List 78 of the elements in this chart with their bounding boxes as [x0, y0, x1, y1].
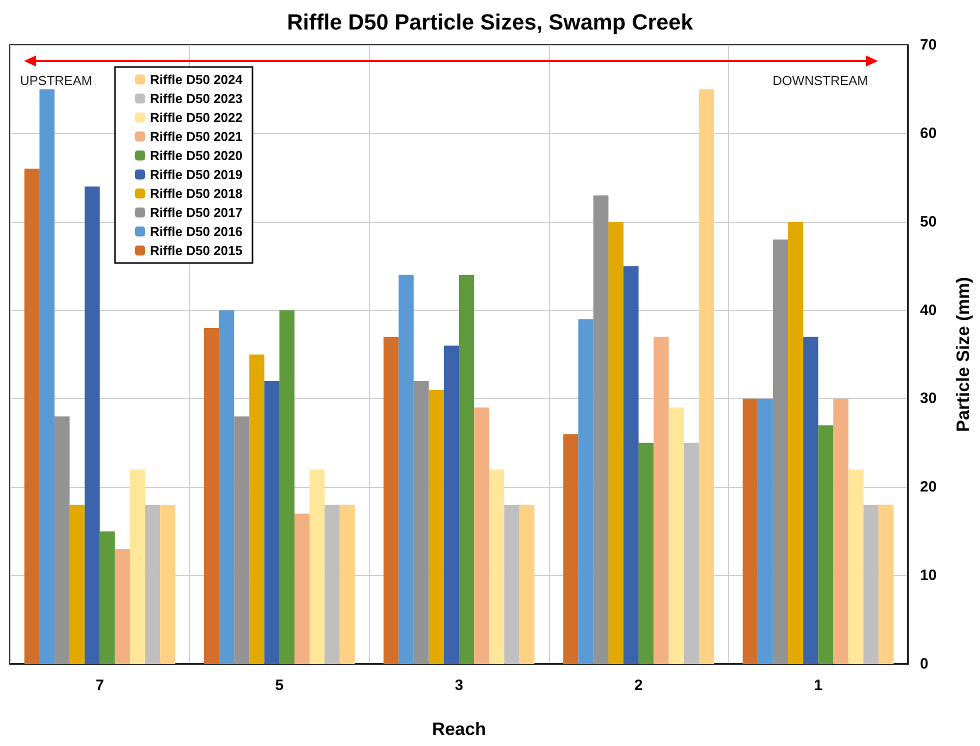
x-axis-title: Reach — [432, 719, 486, 739]
bar — [803, 336, 818, 664]
bar — [384, 336, 399, 664]
annotation: DOWNSTREAM — [772, 73, 868, 88]
legend-label: Riffle D50 2019 — [150, 167, 242, 182]
bar — [578, 319, 594, 664]
legend-label: Riffle D50 2022 — [150, 110, 242, 125]
legend-label: Riffle D50 2021 — [150, 129, 242, 144]
x-tick-label: 5 — [275, 677, 284, 694]
bar — [772, 240, 788, 664]
y-axis-title: Particle Size (mm) — [953, 276, 973, 432]
legend-label: Riffle D50 2016 — [150, 224, 242, 239]
bar — [398, 274, 414, 664]
bar — [340, 504, 355, 664]
bar — [848, 469, 864, 664]
bar — [459, 274, 474, 664]
x-tick-label: 2 — [634, 677, 643, 694]
bar — [758, 398, 773, 664]
bar — [698, 89, 714, 664]
legend-label: Riffle D50 2020 — [150, 148, 242, 163]
bar — [519, 504, 534, 664]
bar — [294, 514, 310, 664]
legend-label: Riffle D50 2015 — [150, 243, 242, 258]
bar — [428, 390, 444, 664]
bar — [624, 266, 639, 664]
bar — [684, 442, 699, 664]
bar — [414, 381, 429, 664]
bar — [234, 416, 250, 664]
chart-title: Riffle D50 Particle Sizes, Swamp Creek — [287, 10, 694, 34]
bar — [563, 434, 578, 664]
bar — [324, 504, 340, 664]
bar — [742, 398, 758, 664]
bar — [788, 222, 804, 664]
bar — [70, 504, 85, 664]
legend-label: Riffle D50 2024 — [150, 72, 244, 87]
y-tick-label: 60 — [920, 124, 937, 142]
bar — [145, 504, 160, 664]
bar — [249, 354, 264, 664]
bar — [160, 504, 176, 664]
bar — [444, 346, 459, 664]
bar — [504, 504, 520, 664]
x-tick-label: 3 — [454, 677, 464, 694]
bar — [878, 504, 894, 664]
bar — [130, 469, 146, 664]
bar — [24, 168, 40, 664]
bar — [264, 381, 280, 664]
bar — [279, 310, 294, 664]
bar — [608, 222, 624, 664]
bar — [54, 416, 70, 664]
bar — [474, 408, 490, 664]
bar — [668, 408, 684, 664]
bar — [39, 89, 55, 664]
x-tick-label: 7 — [96, 677, 104, 694]
y-tick-label: 0 — [920, 656, 928, 672]
y-tick-label: 30 — [920, 390, 937, 408]
bar — [84, 186, 100, 664]
bar — [863, 504, 879, 664]
bar — [310, 469, 325, 664]
bar — [818, 425, 834, 664]
x-tick-label: 1 — [814, 677, 822, 694]
y-tick-label: 10 — [920, 567, 937, 584]
bar — [593, 195, 608, 664]
bar — [219, 310, 234, 664]
annotation: UPSTREAM — [20, 73, 92, 88]
y-tick-label: 40 — [920, 302, 937, 319]
y-tick-label: 50 — [920, 213, 937, 230]
bar — [114, 549, 130, 664]
legend-label: Riffle D50 2017 — [150, 205, 242, 220]
bar — [489, 469, 504, 664]
bar — [638, 442, 654, 664]
bar — [833, 398, 848, 664]
bar — [654, 336, 669, 664]
legend-label: Riffle D50 2018 — [150, 186, 242, 201]
y-tick-label: 20 — [920, 478, 937, 496]
y-tick-label: 70 — [920, 36, 937, 54]
bar — [100, 531, 115, 664]
bar — [204, 328, 220, 664]
legend-label: Riffle D50 2023 — [150, 91, 242, 106]
